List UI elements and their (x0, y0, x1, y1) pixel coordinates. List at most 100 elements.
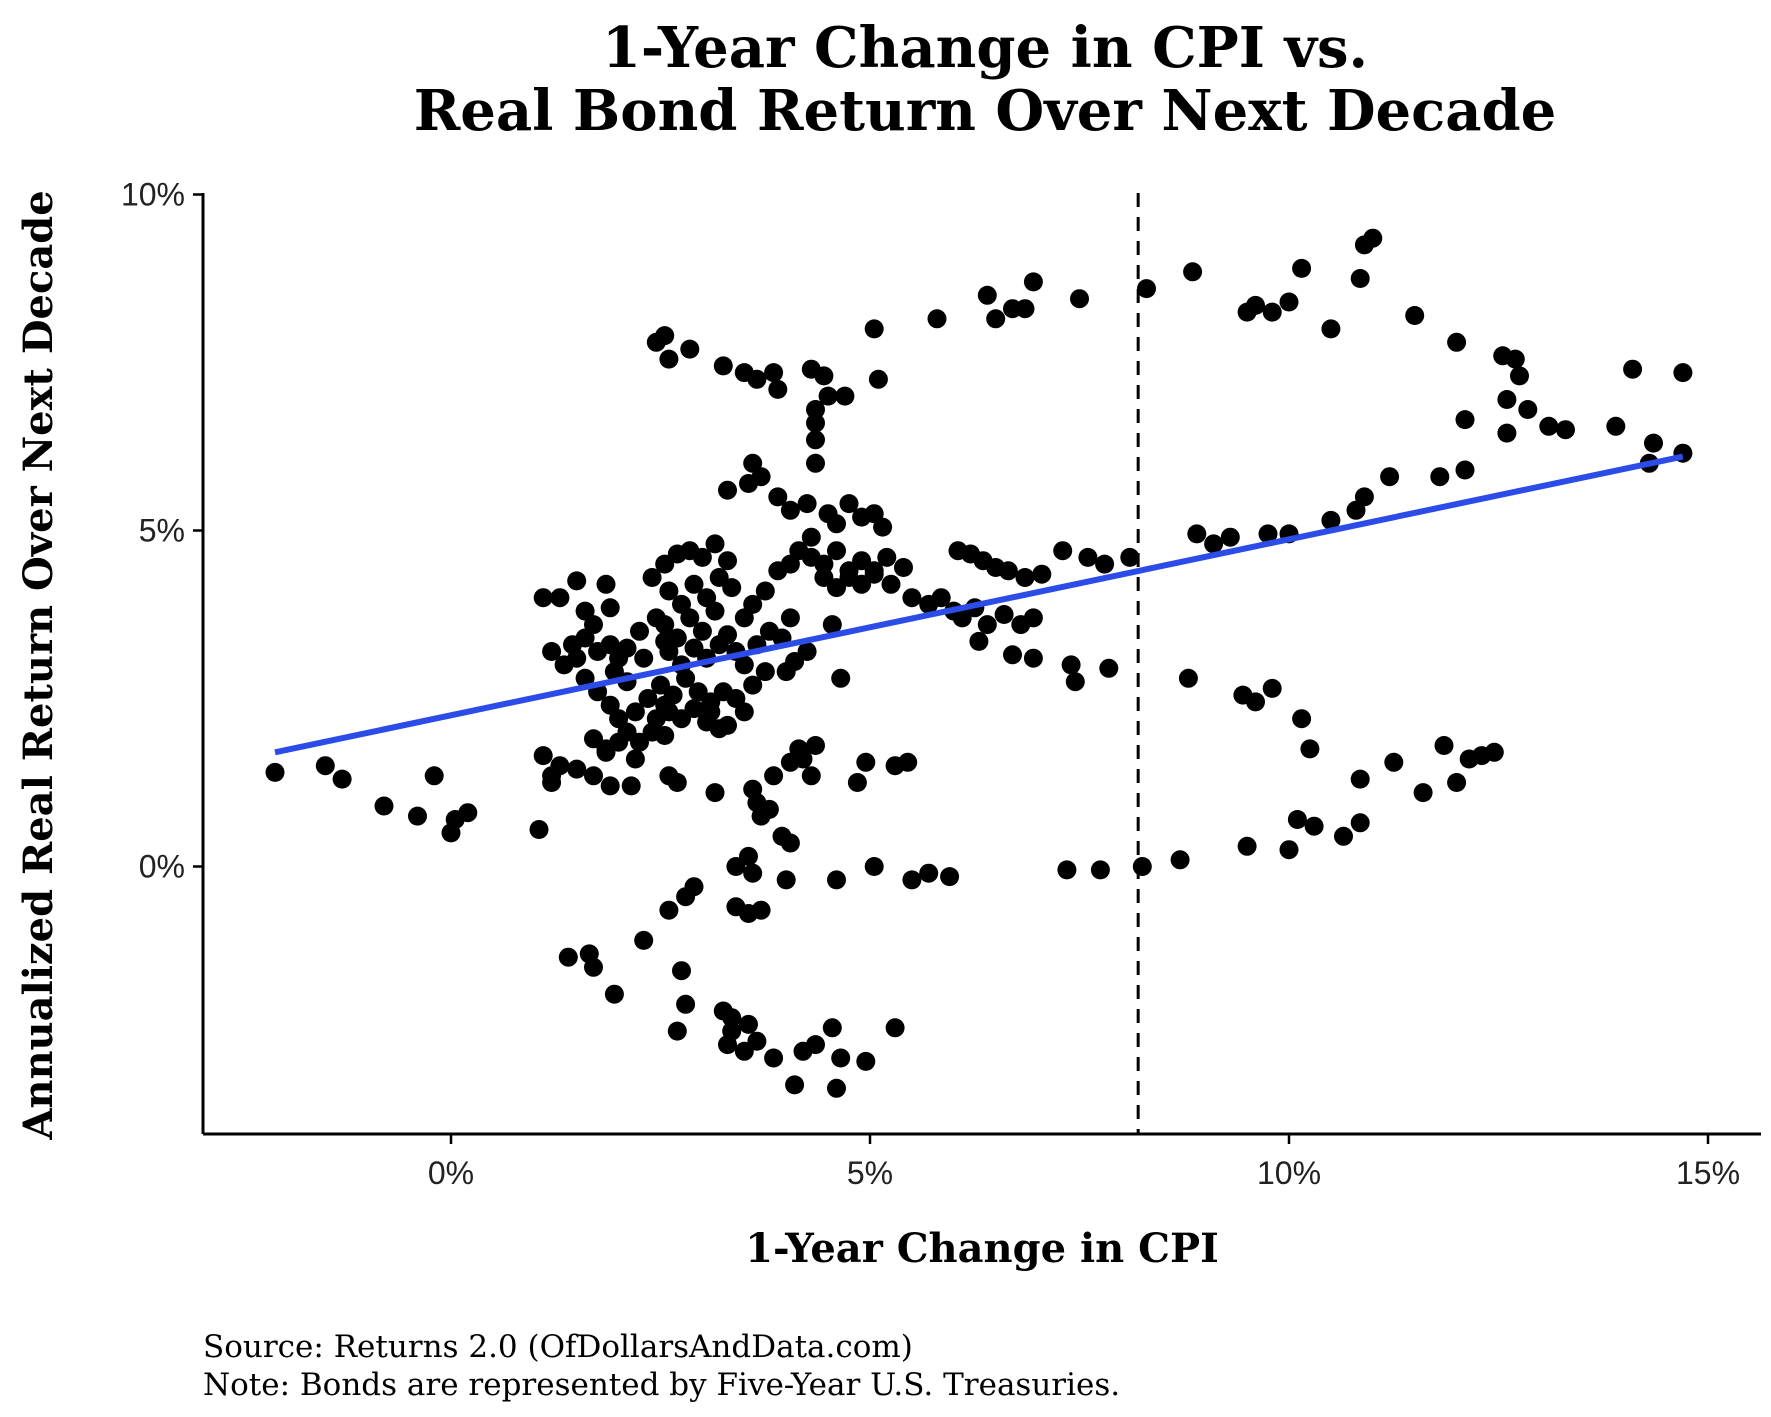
data-point (768, 379, 788, 399)
data-point (818, 386, 838, 406)
data-point (1057, 860, 1077, 880)
data-point (827, 541, 846, 561)
data-point (1405, 306, 1425, 325)
data-point (584, 957, 603, 977)
data-point (533, 746, 553, 766)
data-point (785, 1075, 805, 1095)
data-point (1484, 742, 1504, 762)
data-point (1623, 359, 1643, 379)
data-point (868, 369, 888, 389)
data-point (709, 635, 729, 655)
data-point (621, 776, 641, 796)
data-point (743, 863, 763, 883)
data-point (751, 900, 771, 920)
data-point (827, 514, 846, 534)
chart-title-line-2: Real Bond Return Over Next Decade (414, 78, 1557, 144)
data-point (625, 702, 645, 722)
data-point (667, 773, 687, 792)
data-point (424, 766, 444, 786)
data-point (642, 568, 662, 587)
data-point (931, 588, 951, 608)
data-point (1292, 258, 1312, 278)
data-point (1292, 709, 1312, 729)
data-point (1099, 658, 1119, 678)
data-point (1350, 813, 1370, 833)
data-point (659, 581, 679, 601)
axis-ticks: 0% 5% 10% 15% 0% 5% 10% (121, 177, 1740, 1192)
data-point (722, 578, 742, 598)
data-point (822, 1018, 842, 1038)
data-point (1237, 836, 1257, 856)
data-point (332, 769, 352, 789)
data-point (1090, 860, 1110, 880)
data-point (1170, 850, 1190, 870)
data-point (1023, 272, 1043, 292)
data-point (1455, 410, 1475, 430)
data-point (1354, 487, 1374, 507)
data-point (718, 480, 737, 500)
data-point (584, 766, 603, 786)
data-point (927, 309, 947, 329)
data-point (969, 631, 989, 651)
data-point (801, 527, 821, 547)
data-point (1556, 420, 1575, 440)
data-point (919, 863, 939, 883)
data-point (1350, 769, 1370, 789)
data-point (747, 369, 767, 389)
data-point (1673, 363, 1693, 383)
data-point (1321, 510, 1341, 530)
source-caption: Source: Returns 2.0 (OfDollarsAndData.co… (203, 1329, 913, 1365)
data-point (542, 642, 562, 661)
data-point (667, 1021, 687, 1041)
data-point (692, 621, 712, 641)
data-point (1003, 645, 1022, 665)
data-point (806, 453, 825, 473)
data-point (764, 363, 784, 383)
data-point (655, 326, 675, 346)
data-point (630, 621, 649, 641)
data-point (659, 900, 679, 920)
data-point (1023, 608, 1043, 628)
data-point (1350, 269, 1370, 288)
data-point (676, 668, 696, 688)
data-point (575, 668, 595, 688)
data-point (1246, 692, 1265, 712)
data-point (806, 430, 825, 450)
data-point (1334, 826, 1353, 846)
data-point (1447, 773, 1467, 792)
y-tick-label: 0% (139, 849, 185, 885)
data-point (1032, 564, 1052, 584)
data-point (680, 339, 700, 359)
data-point (550, 588, 570, 608)
data-point (1015, 568, 1035, 587)
data-point (705, 601, 725, 621)
data-point (680, 608, 700, 628)
data-point (768, 487, 788, 507)
data-point (755, 581, 775, 601)
data-point (1183, 262, 1203, 282)
data-point (596, 574, 616, 594)
data-point (604, 984, 624, 1004)
data-point (793, 749, 813, 769)
data-point (856, 1051, 876, 1071)
data-point (638, 689, 658, 708)
data-point (1304, 816, 1324, 836)
data-point (894, 558, 913, 577)
data-point (672, 961, 691, 981)
data-point (1204, 534, 1224, 554)
data-point (835, 386, 855, 406)
data-point (567, 571, 587, 591)
data-point (877, 547, 897, 567)
data-point (1132, 857, 1152, 876)
data-point (734, 702, 754, 722)
data-point (1430, 467, 1450, 487)
trend-line (274, 453, 1684, 756)
data-point (1505, 349, 1525, 369)
x-tick-label: 15% (1676, 1155, 1740, 1191)
plot-area (265, 193, 1693, 1134)
data-point (1384, 752, 1404, 772)
data-point (827, 1078, 846, 1098)
data-point (885, 1018, 905, 1038)
data-point (814, 554, 834, 574)
